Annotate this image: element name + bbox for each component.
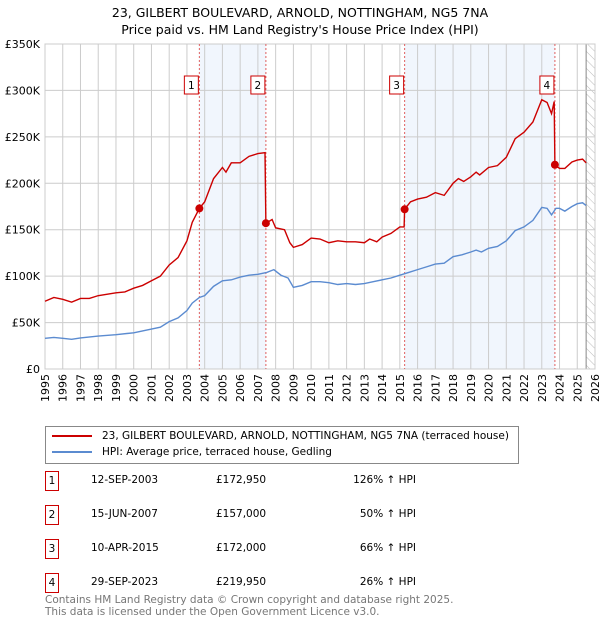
x-tick-label: 2003 [181,374,194,402]
sale-number-badge: 3 [45,539,59,559]
sale-price: £172,950 [216,474,267,486]
sale-number-box [389,75,405,95]
x-tick-label: 2008 [270,374,283,402]
sale-number-badge: 4 [45,573,59,593]
sale-number-box [539,75,555,95]
sale-row: 4 29-SEP-2023 £219,950 26% ↑ HPI [45,573,445,593]
x-tick-label: 2006 [234,374,247,402]
x-tick-label: 1995 [39,374,52,402]
sale-date: 29-SEP-2023 [91,576,159,588]
sale-row: 2 15-JUN-2007 £157,000 50% ↑ HPI [45,505,445,525]
sale-date: 10-APR-2015 [91,542,159,554]
y-tick-label: £250K [5,131,41,144]
series-line [44,98,587,303]
x-tick-label: 2026 [589,374,600,402]
sale-price: £157,000 [216,508,267,520]
x-tick-label: 2000 [128,374,141,402]
shaded-range [404,44,555,369]
sale-point [261,219,270,228]
x-tick-label: 2009 [287,374,300,402]
sale-hpi-change: 66% ↑ HPI [359,542,416,554]
legend-swatch-blue [52,451,92,453]
plot-border [44,43,596,370]
y-tick-label: £350K [5,38,41,51]
price-chart: 1995 1996 1997 1998 1999 2000 2001 2002 2003 2004… [5,38,600,402]
footer: Contains HM Land Registry data © Crown c… [45,594,454,618]
x-tick-label: 2018 [447,374,460,402]
x-tick-label: 1997 [74,374,87,402]
sale-price: £172,000 [216,542,267,554]
chart-subtitle: Price paid vs. HM Land Registry's House … [121,22,479,37]
x-tick-label: 2005 [216,374,229,402]
x-tick-label: 2010 [305,374,318,402]
sale-hpi-change: 26% ↑ HPI [359,576,416,588]
sale-number-box [183,75,199,95]
sale-hpi-change: 126% ↑ HPI [353,474,416,486]
x-tick-label: 1999 [110,374,123,402]
x-tick-label: 2023 [536,374,549,402]
x-tick-label: 2001 [145,374,158,402]
sale-point [550,160,559,169]
x-tick-label: 2017 [429,374,442,402]
legend-swatch-red [52,435,92,437]
sale-number-label: 4 [544,80,551,92]
sale-number-badge: 2 [45,505,59,525]
x-tick-label: 1998 [92,374,105,402]
x-tick-label: 2020 [483,374,496,402]
x-tick-label: 2016 [412,374,425,402]
sale-number-label: 2 [255,80,262,92]
x-tick-label: 2014 [376,374,389,402]
sale-row: 1 12-SEP-2003 £172,950 126% ↑ HPI [45,471,445,491]
y-tick-label: £300K [5,84,41,97]
x-tick-label: 2011 [323,374,336,402]
legend-item-hpi: HPI: Average price, terraced house, Gedl… [52,446,332,458]
legend-label: 23, GILBERT BOULEVARD, ARNOLD, NOTTINGHA… [102,430,509,442]
x-tick-label: 2024 [554,374,567,402]
legend-item-property: 23, GILBERT BOULEVARD, ARNOLD, NOTTINGHA… [52,430,509,442]
forecast-hatch [586,44,595,369]
y-tick-label: £150K [5,224,41,237]
x-tick-label: 2015 [394,374,407,402]
sale-price: £219,950 [216,576,267,588]
footer-line1: Contains HM Land Registry data © Crown c… [45,594,454,606]
x-tick-label: 2012 [341,374,354,402]
y-tick-label: £50K [12,317,41,330]
x-tick-label: 2013 [358,374,371,402]
legend: 23, GILBERT BOULEVARD, ARNOLD, NOTTINGHA… [45,426,519,464]
y-tick-label: £0 [26,363,40,376]
y-tick-label: £100K [5,270,41,283]
x-tick-label: 2025 [571,374,584,402]
x-tick-label: 2004 [199,374,212,402]
sale-number-label: 1 [188,80,195,92]
shaded-range [199,44,266,369]
sale-number-label: 3 [393,80,400,92]
x-tick-label: 2022 [518,374,531,402]
legend-label: HPI: Average price, terraced house, Gedl… [102,446,332,458]
sale-date: 15-JUN-2007 [91,508,158,520]
chart-title: 23, GILBERT BOULEVARD, ARNOLD, NOTTINGHA… [111,5,489,20]
sale-point [195,204,204,213]
series-line [44,202,587,340]
x-tick-label: 2021 [500,374,513,402]
x-tick-label: 1996 [57,374,70,402]
x-tick-label: 2002 [163,374,176,402]
sale-number-box [250,75,266,95]
sale-row: 3 10-APR-2015 £172,000 66% ↑ HPI [45,539,445,559]
sale-point [400,205,409,214]
x-tick-label: 2007 [252,374,265,402]
sale-date: 12-SEP-2003 [91,474,159,486]
y-tick-label: £200K [5,177,41,190]
sale-hpi-change: 50% ↑ HPI [359,508,416,520]
footer-line2: This data is licensed under the Open Gov… [45,605,380,618]
sale-number-badge: 1 [45,471,59,491]
x-tick-label: 2019 [465,374,478,402]
